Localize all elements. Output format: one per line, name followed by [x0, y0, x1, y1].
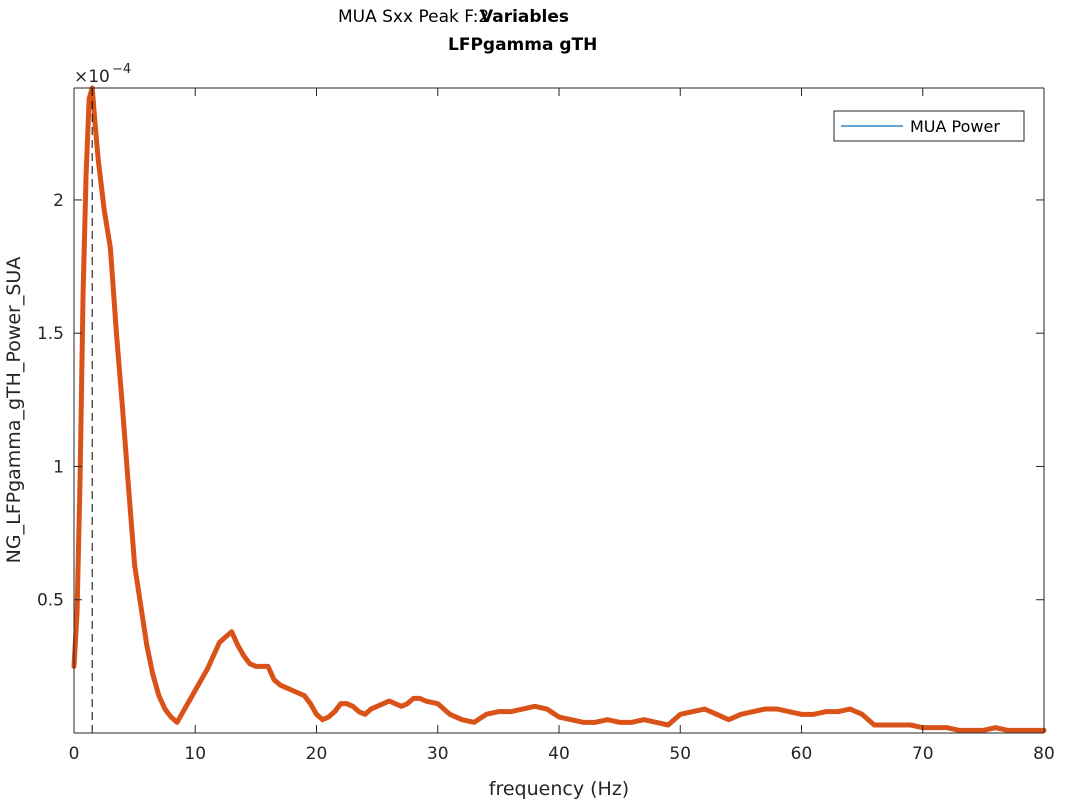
plot-area — [74, 88, 1044, 733]
x-tick-label: 50 — [669, 744, 691, 764]
x-tick-label: 80 — [1033, 744, 1055, 764]
y-tick-label: 1 — [53, 457, 64, 477]
chart-title: MUA Sxx Peak F:2 Variables LFPgamma gTH — [338, 7, 597, 55]
x-axis-label: frequency (Hz) — [489, 778, 629, 800]
y-exponent-base: ×10 — [74, 67, 110, 87]
y-tick-label: 0.5 — [37, 591, 64, 611]
chart-title-line-1: MUA Sxx Peak F:2 — [338, 7, 489, 27]
chart-title-line-3: LFPgamma gTH — [448, 35, 597, 55]
x-tick-label: 10 — [184, 744, 206, 764]
y-tick-label: 2 — [53, 191, 64, 211]
y-ticks: 0.5 1 1.5 2 — [37, 191, 1044, 611]
x-ticks: 0 10 20 30 40 50 60 70 80 — [69, 88, 1055, 764]
y-exponent-power: −4 — [112, 62, 131, 77]
chart-title-line-2: Variables — [480, 7, 569, 27]
y-tick-label: 1.5 — [37, 324, 64, 344]
series-line-0 — [71, 85, 1047, 733]
x-tick-label: 0 — [69, 744, 80, 764]
x-tick-label: 20 — [306, 744, 328, 764]
series-layer — [71, 85, 1047, 733]
y-axis-label: NG_LFPgamma_gTH_Power_SUA — [3, 257, 25, 564]
x-tick-label: 30 — [427, 744, 449, 764]
y-exponent: ×10 −4 — [74, 62, 131, 87]
x-tick-label: 60 — [791, 744, 813, 764]
legend-label-mua-power: MUA Power — [910, 117, 1000, 136]
legend: MUA Power — [833, 110, 1025, 142]
x-tick-label: 40 — [548, 744, 570, 764]
x-tick-label: 70 — [912, 744, 934, 764]
